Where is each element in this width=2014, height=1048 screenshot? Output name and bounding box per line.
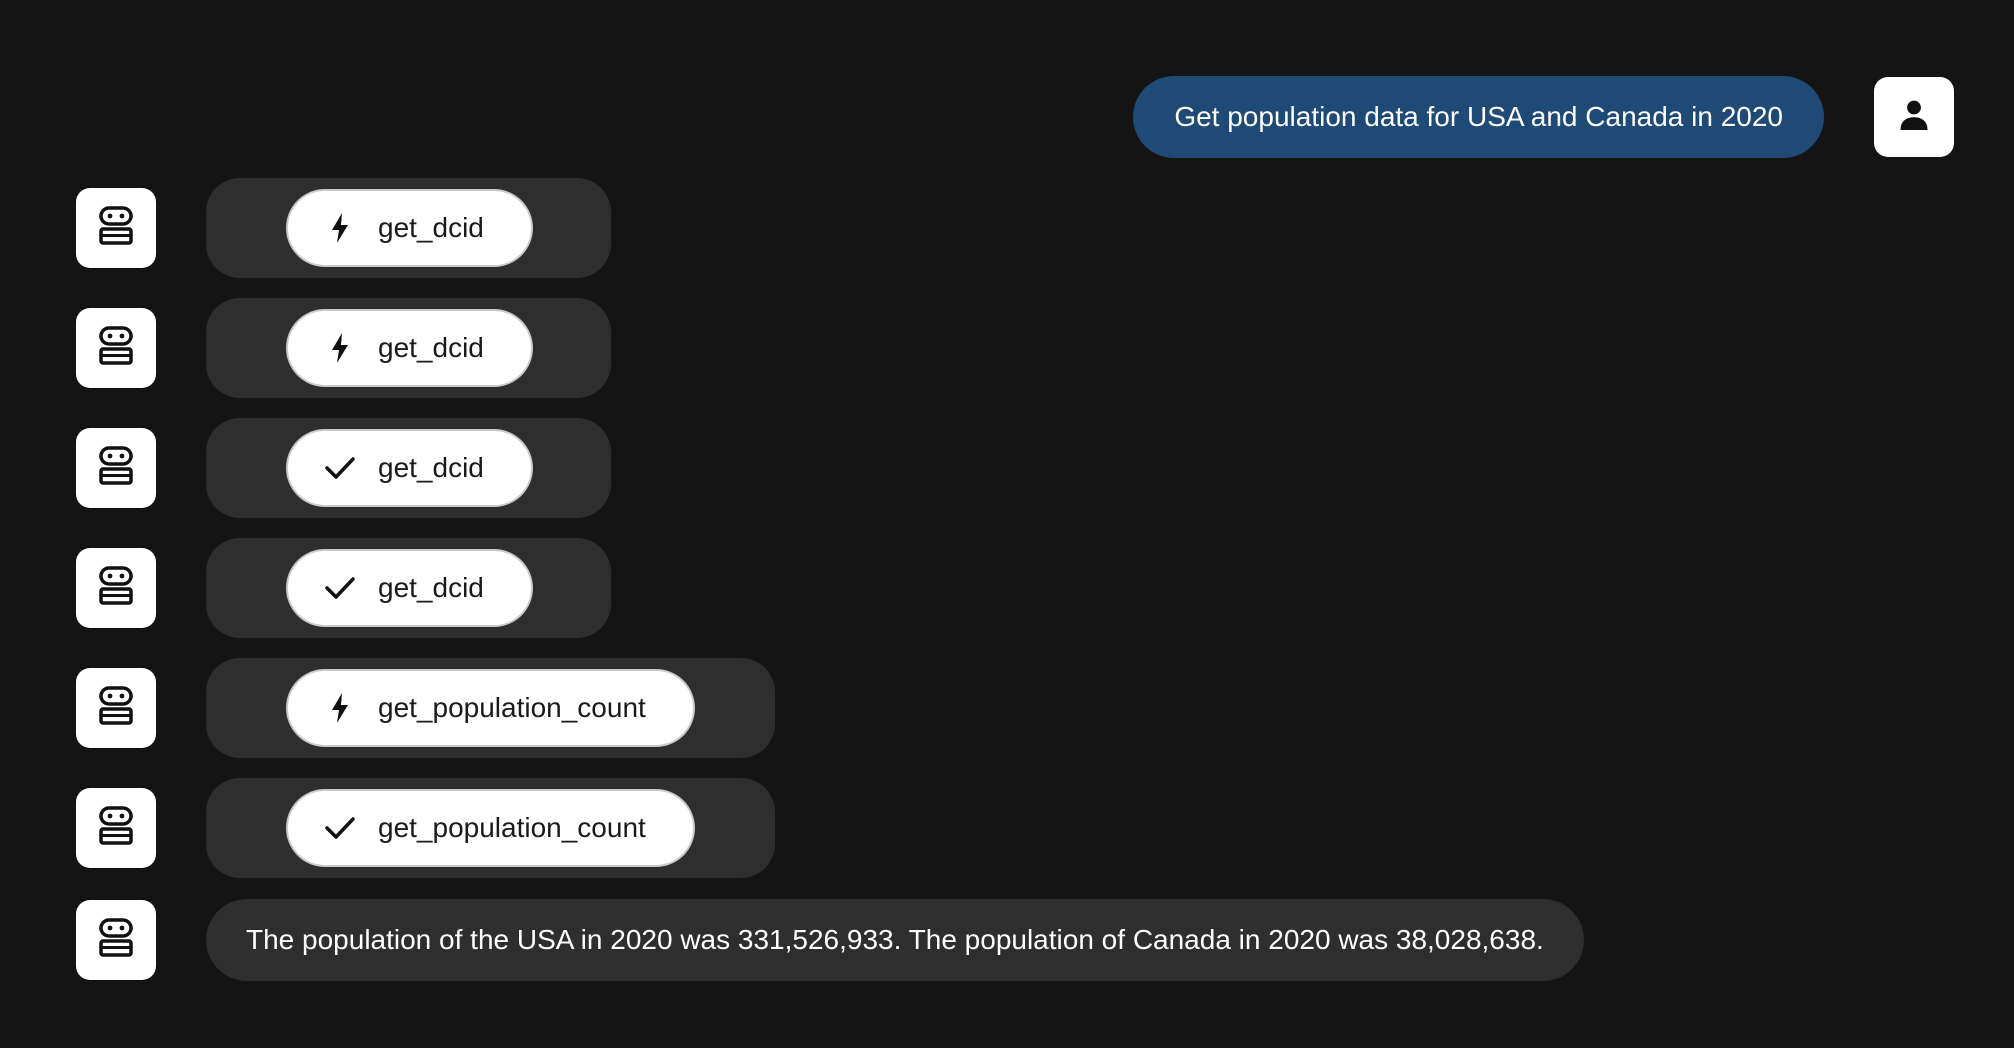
tool-call-chip[interactable]: get_population_count: [286, 789, 695, 867]
check-icon: [324, 812, 356, 844]
tool-call-container: get_population_count: [206, 778, 775, 878]
bot-avatar: [76, 788, 156, 868]
tool-call-label: get_dcid: [378, 332, 484, 363]
tool-call-label: get_population_count: [378, 812, 646, 843]
tool-call-container: get_dcid: [206, 298, 611, 398]
person-icon: [1896, 97, 1932, 138]
bot-avatar: [76, 428, 156, 508]
check-icon: [324, 452, 356, 484]
bot-avatar: [76, 308, 156, 388]
robot-icon: [98, 565, 134, 611]
robot-icon: [98, 325, 134, 371]
robot-icon: [98, 805, 134, 851]
tool-call-container: get_dcid: [206, 538, 611, 638]
user-avatar: [1874, 77, 1954, 157]
tool-call-chip[interactable]: get_dcid: [286, 189, 533, 267]
bot-message-row: get_population_count: [76, 778, 775, 878]
bolt-icon: [324, 692, 356, 724]
bot-response-bubble: The population of the USA in 2020 was 33…: [206, 899, 1584, 981]
bot-message-row: get_dcid: [76, 178, 611, 278]
tool-call-container: get_dcid: [206, 178, 611, 278]
tool-call-chip[interactable]: get_dcid: [286, 429, 533, 507]
robot-icon: [98, 685, 134, 731]
bolt-icon: [324, 332, 356, 364]
tool-call-chip[interactable]: get_dcid: [286, 549, 533, 627]
bot-message-row: get_dcid: [76, 418, 611, 518]
user-message-bubble: Get population data for USA and Canada i…: [1133, 76, 1824, 158]
bot-avatar: [76, 668, 156, 748]
bot-avatar: [76, 900, 156, 980]
bot-avatar: [76, 548, 156, 628]
robot-icon: [98, 205, 134, 251]
user-message-row: Get population data for USA and Canada i…: [1133, 76, 1954, 158]
tool-call-container: get_dcid: [206, 418, 611, 518]
tool-call-chip[interactable]: get_dcid: [286, 309, 533, 387]
tool-call-label: get_population_count: [378, 692, 646, 723]
bot-message-row: get_dcid: [76, 538, 611, 638]
tool-call-label: get_dcid: [378, 572, 484, 603]
tool-call-label: get_dcid: [378, 452, 484, 483]
robot-icon: [98, 445, 134, 491]
bot-message-row: get_dcid: [76, 298, 611, 398]
bolt-icon: [324, 212, 356, 244]
bot-response-row: The population of the USA in 2020 was 33…: [76, 899, 1584, 981]
tool-call-label: get_dcid: [378, 212, 484, 243]
robot-icon: [98, 917, 134, 963]
tool-call-chip[interactable]: get_population_count: [286, 669, 695, 747]
bot-avatar: [76, 188, 156, 268]
tool-call-container: get_population_count: [206, 658, 775, 758]
check-icon: [324, 572, 356, 604]
bot-message-row: get_population_count: [76, 658, 775, 758]
